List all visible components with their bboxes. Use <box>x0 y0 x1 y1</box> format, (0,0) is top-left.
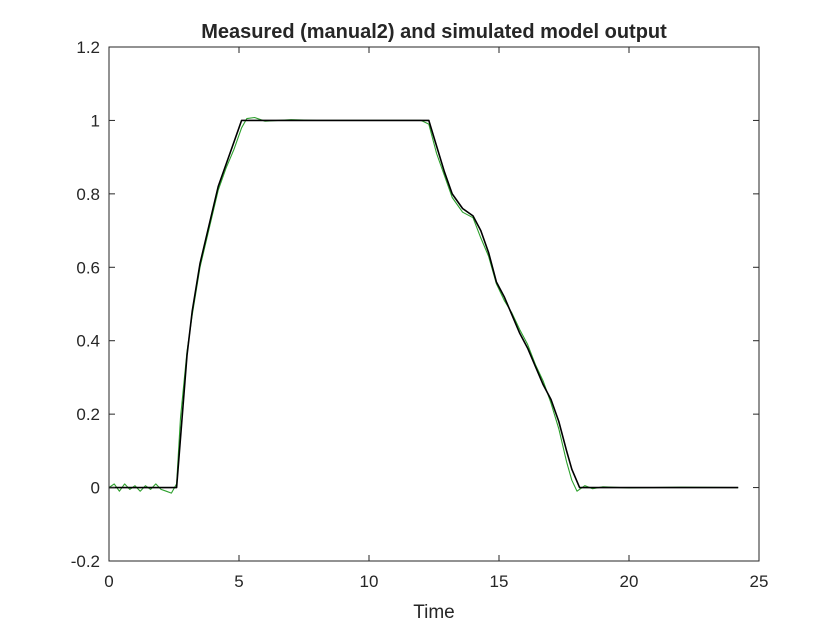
y-tick-label: 1.2 <box>76 38 100 57</box>
x-tick-label: 25 <box>750 572 769 591</box>
x-tick-label: 15 <box>490 572 509 591</box>
y-tick-label: -0.2 <box>71 552 100 571</box>
y-tick-label: 0.4 <box>76 332 100 351</box>
axes-layer: 0 5 10 15 20 25-0.200.20.40.60.811.2 <box>71 38 769 591</box>
y-tick-label: 0 <box>91 479 100 498</box>
axes-box <box>108 46 760 562</box>
x-tick-label: 10 <box>360 572 379 591</box>
plot-area <box>109 47 759 561</box>
series-line-0 <box>109 119 739 489</box>
x-tick-label: 5 <box>234 572 243 591</box>
y-tick-label: 0.6 <box>76 258 100 277</box>
x-tick-label: 20 <box>620 572 639 591</box>
x-tick-label: 0 <box>104 572 113 591</box>
chart-title: Measured (manual2) and simulated model o… <box>201 21 667 43</box>
y-tick-label: 0.2 <box>76 405 100 424</box>
x-axis-label: Time <box>413 602 455 623</box>
y-tick-label: 1 <box>91 111 100 130</box>
y-tick-label: 0.8 <box>76 185 100 204</box>
series-layer <box>108 116 739 494</box>
